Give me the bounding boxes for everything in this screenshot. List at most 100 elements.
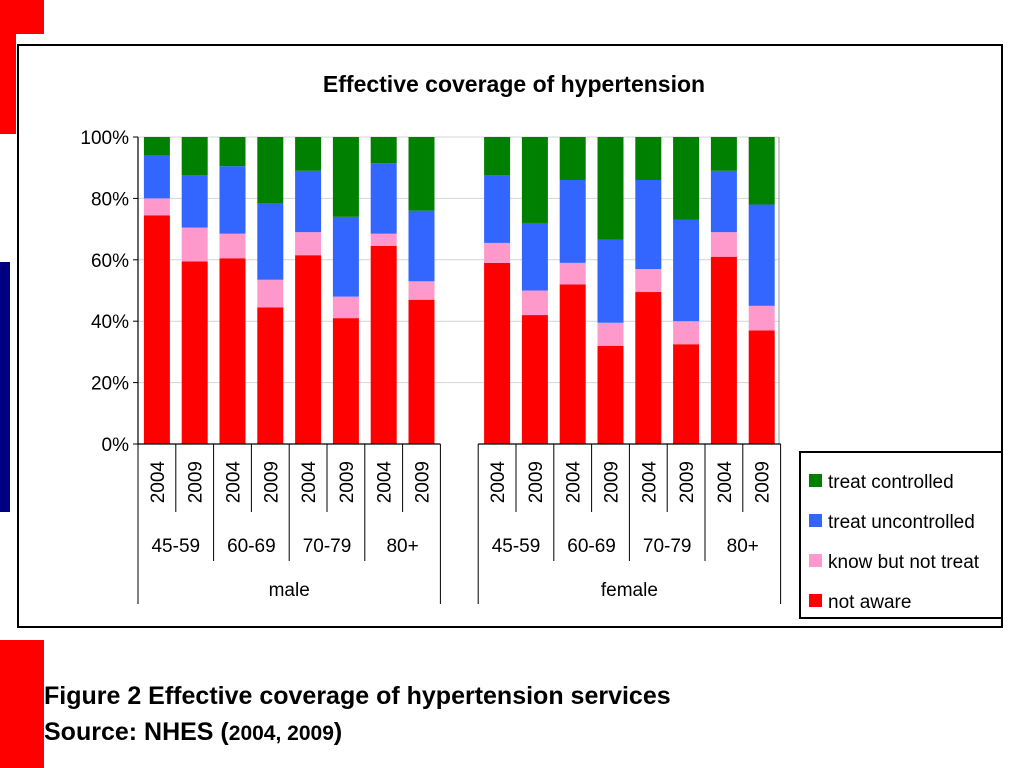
legend-swatch-treat-controlled <box>809 474 822 487</box>
slide-accent-top <box>0 0 44 34</box>
stacked-bar-chart: Effective coverage of hypertension 0% 20% 4… <box>80 71 1001 619</box>
bar-segment-treat-controlled <box>370 137 397 164</box>
bar-segment-treat-controlled <box>521 137 548 223</box>
x-age-label: 45-59 <box>492 536 541 557</box>
x-sex-label: male <box>269 580 310 601</box>
y-tick-label: 40% <box>91 312 129 333</box>
slide-accent-navy <box>0 262 10 512</box>
x-year-label: 2009 <box>261 461 282 503</box>
bar-segment-treat-controlled <box>559 137 586 180</box>
bar-segment-know-but-not-treat <box>332 296 359 319</box>
bar-segment-treat-controlled <box>143 137 170 156</box>
bar-segment-not-aware <box>484 262 511 444</box>
x-sex-label: female <box>601 580 658 601</box>
bar-segment-treat-uncontrolled <box>332 216 359 297</box>
x-year-label: 2004 <box>299 461 320 504</box>
bar-segment-know-but-not-treat <box>635 269 662 293</box>
x-year-label: 2009 <box>602 461 623 503</box>
x-age-label: 70-79 <box>303 536 352 557</box>
bar-segment-not-aware <box>143 215 170 444</box>
bar-segment-treat-controlled <box>710 137 737 171</box>
bar-segment-treat-uncontrolled <box>295 170 322 233</box>
bar-segment-know-but-not-treat <box>181 227 208 262</box>
x-year-label: 2004 <box>375 461 396 504</box>
caption-source: Source: NHES (2004, 2009) <box>44 714 671 752</box>
bar-segment-treat-uncontrolled <box>521 222 548 291</box>
bar-segment-treat-controlled <box>408 137 435 211</box>
bar-segment-know-but-not-treat <box>597 322 624 346</box>
x-year-label: 2004 <box>488 461 509 504</box>
x-year-label: 2009 <box>337 461 358 503</box>
bar-segment-not-aware <box>521 315 548 444</box>
bar-segment-treat-uncontrolled <box>219 166 246 234</box>
bar-segment-treat-uncontrolled <box>143 155 170 199</box>
bar-segment-know-but-not-treat <box>559 262 586 285</box>
bar-segment-treat-uncontrolled <box>673 219 700 322</box>
bar-segment-treat-controlled <box>219 137 246 167</box>
bar-segment-not-aware <box>370 245 397 444</box>
bar-segment-treat-uncontrolled <box>710 170 737 233</box>
bar-segment-treat-uncontrolled <box>559 179 586 263</box>
legend-label: know but not treat <box>828 552 980 573</box>
chart-frame: Effective coverage of hypertension 0% 20% 4… <box>17 44 1003 628</box>
bar-segment-treat-uncontrolled <box>370 163 397 234</box>
bar-segment-know-but-not-treat <box>257 279 284 308</box>
bar-segment-know-but-not-treat <box>521 290 548 316</box>
x-age-label: 60-69 <box>227 536 276 557</box>
bar-segment-not-aware <box>408 299 435 444</box>
x-year-label: 2009 <box>677 461 698 503</box>
bar-segment-treat-controlled <box>295 137 322 171</box>
bar-segment-treat-controlled <box>181 137 208 176</box>
x-year-label: 2004 <box>715 461 736 504</box>
y-tick-label: 60% <box>91 251 129 272</box>
x-year-label: 2009 <box>413 461 434 503</box>
x-year-label: 2009 <box>186 461 207 503</box>
bar-segment-not-aware <box>597 345 624 444</box>
bar-segment-not-aware <box>748 330 775 444</box>
legend-label: treat uncontrolled <box>828 512 975 533</box>
legend-swatch-treat-uncontrolled <box>809 514 822 527</box>
x-year-label: 2004 <box>639 461 660 504</box>
x-age-label: 45-59 <box>151 536 200 557</box>
bar-segment-treat-controlled <box>597 137 624 240</box>
y-tick-label: 0% <box>102 435 130 456</box>
chart-title: Effective coverage of hypertension <box>323 71 705 97</box>
legend-label: treat controlled <box>828 472 954 493</box>
x-year-label: 2009 <box>753 461 774 503</box>
legend-label: not aware <box>828 592 911 613</box>
bar-segment-not-aware <box>559 284 586 444</box>
y-tick-label: 20% <box>91 374 129 395</box>
x-year-label: 2004 <box>564 461 585 504</box>
bar-segment-not-aware <box>257 307 284 444</box>
legend-swatch-not-aware <box>809 594 822 607</box>
caption-source-years: 2004, 2009 <box>228 722 334 745</box>
bar-segment-not-aware <box>295 255 322 444</box>
bar-segment-treat-uncontrolled <box>484 175 511 243</box>
bar-segment-know-but-not-treat <box>295 232 322 256</box>
bar-segment-know-but-not-treat <box>484 242 511 263</box>
bar-segment-treat-uncontrolled <box>635 179 662 270</box>
x-age-label: 80+ <box>386 536 418 557</box>
bar-segment-know-but-not-treat <box>673 321 700 345</box>
y-tick-label: 100% <box>80 128 129 149</box>
bar-segment-know-but-not-treat <box>370 233 397 246</box>
bar-segment-treat-uncontrolled <box>597 239 624 323</box>
bar-segment-treat-controlled <box>635 137 662 180</box>
bar-segment-treat-controlled <box>673 137 700 220</box>
bar-segment-treat-controlled <box>748 137 775 205</box>
bar-segment-know-but-not-treat <box>748 305 775 331</box>
x-year-label: 2004 <box>224 461 245 504</box>
bar-segment-not-aware <box>219 258 246 444</box>
caption-title: Figure 2 Effective coverage of hypertens… <box>44 682 671 710</box>
bar-segment-not-aware <box>710 256 737 444</box>
bar-segment-know-but-not-treat <box>710 232 737 257</box>
bar-segment-treat-uncontrolled <box>181 175 208 228</box>
slide-accent-left <box>0 34 16 134</box>
bar-segment-treat-uncontrolled <box>748 204 775 306</box>
bar-segment-treat-controlled <box>257 137 284 204</box>
x-year-label: 2004 <box>148 461 169 504</box>
x-age-label: 60-69 <box>567 536 616 557</box>
bar-segment-treat-uncontrolled <box>257 203 284 280</box>
bar-segment-not-aware <box>673 344 700 444</box>
legend-swatch-know-but-not-treat <box>809 554 822 567</box>
